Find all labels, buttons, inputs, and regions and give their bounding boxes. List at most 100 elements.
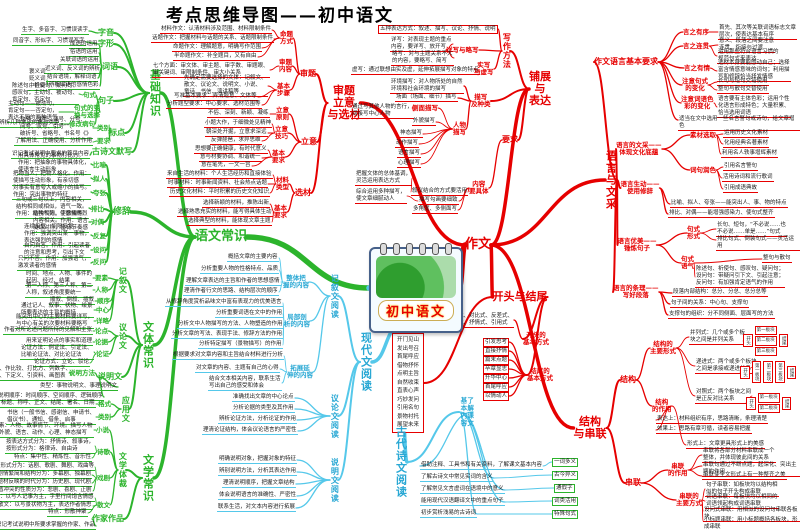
node-pz1c1: 虚写：通过联想由实及虚，延伸拓展描写对象的特点 <box>351 67 480 76</box>
node-wt1b1: 第一人称、第三人称、第二 人称，叙述角度要统一 <box>25 283 94 298</box>
node-xc5: 对偶 <box>91 217 104 226</box>
node-jx1b: 分析重要人物的性格特点、品质 <box>200 266 280 275</box>
node-jc: 基础知识 <box>148 69 162 117</box>
node-wc2a3: 利用名人轶事增辉素材 <box>721 150 779 159</box>
node-jg1b2: 效果上：思路有章可循，读者容易把握 <box>656 426 752 435</box>
node-wc4a1: 长句、短句，“不必说……也 不必说……单是……”句式 <box>716 222 787 237</box>
node-st2b2: 朝深处开掘，立意求深远 <box>205 129 268 138</box>
node-st1a1: 材料作文：认清材料涉及范围、材料限制条件 <box>160 26 273 35</box>
node-wc1a: 言之有序 <box>683 27 709 36</box>
node-wt2c1: 论证方法：例证法、引证法、 比喻论证法、对比论证法 <box>20 345 94 360</box>
node-pz2c0a: 通过写其他人物的言行， 间接写中心人物 <box>351 104 414 119</box>
node-wt2b1: 用来证明论点的事实和道理 <box>25 338 94 347</box>
node-sm5: 联系生活，对文本内容进行拓展 <box>217 504 297 513</box>
node-jx3b: 对文章的内容、主题有自己的心得 <box>195 365 280 374</box>
node-wc1g: 适当在文中选用一些名言警句或诗句，给文章增色 <box>678 116 800 132</box>
node-st2c1: 思想要正确健康，有时代意义 <box>194 146 268 155</box>
calendar-art-image <box>376 256 456 298</box>
node-st2a1: 不俗、深刻、新颖、凝练 <box>207 110 270 119</box>
node-st1c1: 先确定需要选择的文体：记叙文、 散文、议论文、说明文、小说、 童话、书信、演讲稿… <box>183 75 268 98</box>
node-cy6a: 褒义词 贬义词 中性词 <box>28 69 47 92</box>
node-wc2b1: 引用名言警句 <box>723 163 759 172</box>
node-kj2d: 卒章显志 <box>483 364 510 374</box>
node-xc6: 反复 <box>93 231 106 240</box>
node-st3a: 材料 类型 <box>276 175 289 191</box>
node-pz3a1a: 把握文体的总体基调， 灵活运用表达方式 <box>355 171 413 186</box>
node-pz2c2: 神态描写 <box>399 130 424 139</box>
list-item: 首尾呼应 <box>397 354 420 361</box>
node-st2: 立意 <box>301 137 317 146</box>
node-st1c3: 分析题型要求：中心要求、选材范围等 <box>166 101 262 110</box>
node-gs1: 识记考试说明中要求的篇目内容 <box>11 151 91 160</box>
node-wx3d: 按矛盾冲突的性质分为：悲剧、喜剧、正剧 <box>0 487 93 496</box>
node-wx5: 作家作品 <box>92 514 124 523</box>
node-gdb1: 一词多义 <box>552 457 579 467</box>
node-zx1: 同音字、形似字、习惯误写字 <box>12 38 86 47</box>
node-wc4a: 句式 形式 <box>687 224 700 240</box>
node-zw: 作文 <box>465 237 492 252</box>
node-gd2: 了解古诗文中常见实词的含义 <box>420 474 494 483</box>
list-item: 引用名句 <box>397 405 420 412</box>
node-cy5: 结合语境，解释词语 <box>46 74 98 83</box>
node-sm4: 体会说明语言的准确性、严密性 <box>218 492 298 501</box>
node-jg1b: 结构 的作用 <box>652 397 672 413</box>
node-wt1b: 人称 <box>95 285 108 294</box>
node-st2b: 立意 技巧 <box>275 124 288 140</box>
node-jx2c: 分析文中人物描写的方法、人物塑造的作用 <box>177 321 284 330</box>
node-wc1d1: 选材本身要能感动自己；选择 富含情感意味的词句；利用描 写和修辞恰当抒发情感 <box>717 60 791 83</box>
node-jg1a3: 对照式：两个板块之间 是正反对比关系 <box>695 389 753 404</box>
node-pz1: 写作方法 <box>502 33 512 69</box>
node-wx3: 戏剧 <box>97 473 110 482</box>
node-jx1: 整体把 握的内容 <box>283 273 309 289</box>
node-wt4: 应用文 <box>121 395 131 423</box>
node-st1b: 审题 内容 <box>279 57 292 73</box>
node-sm: 说明文阅读 <box>330 457 340 503</box>
node-kj2a: 引发思考 <box>483 337 510 347</box>
node-wc2a2: 化用经典名著素材 <box>723 140 770 149</box>
node-kj2e: 升华中心 <box>483 373 510 383</box>
node-jg2a: 串联 的作用 <box>668 461 688 477</box>
node-bd1a: 句号、逗号、顿号、分号、 问号、叹号、引号“”、 破折号、省略号、书名号《》 <box>19 117 93 140</box>
node-jg1: 结构 <box>620 375 636 384</box>
calendar-rings-icon <box>371 243 461 255</box>
node-kj1: 开头的 基本方式 <box>523 330 549 346</box>
node-st1c: 基本 步骤 <box>277 81 290 97</box>
list-item: 景物衬托 <box>397 413 420 420</box>
node-jg2b3: 设问式串联：用相似的设问句串联各板块 <box>703 507 800 523</box>
node-jx1c: 理解文章表达的主旨和作者的思想感情 <box>185 278 281 287</box>
node-st1a2: 话题作文：把握材料与话题的关系、话题限制条件 <box>151 35 275 44</box>
node-jg2b2: 词语串联：每板块均以相同的 词语领起构成词语串联 <box>705 494 779 509</box>
node-yl3: 辨析论证方法，分析论证的作用 <box>218 416 298 425</box>
node-wt: 文体常识 <box>141 321 155 369</box>
node-wc5: 语言的条理—— 写好段落 <box>613 283 659 299</box>
node-wx4: 散文 <box>97 500 110 509</box>
node-wc4b1: 整句与散句 <box>762 255 792 264</box>
node-st2c: 基本 要求 <box>272 148 285 164</box>
node-wx0: 文学体裁 <box>118 452 128 488</box>
node-wx5a: 识记考试说明中所要求掌握的作家、作品 <box>0 522 97 531</box>
node-jg1b3: 形式上：文章更具形式上的美感 <box>686 441 766 450</box>
node-jx2: 局部剖 析的内容 <box>284 312 310 328</box>
node-xc7a: 自问自答。作用：引起读者 的注意和思考，引出下文 <box>23 243 92 258</box>
node-st2c2: 意与材要协调、和谐统一 <box>199 154 262 163</box>
structure-block: 第一板块 <box>751 361 762 383</box>
node-st3: 选材 <box>295 188 311 197</box>
node-wt1c: 顺序 <box>97 296 110 305</box>
node-st1c2: 写准基本要求：弄清题意、文体等 <box>173 93 258 102</box>
list-item: 直表心声 <box>397 388 420 395</box>
structure-block: 第二板块 <box>754 336 777 346</box>
node-wc2: 语言的文采—— 体现文化底蕴 <box>616 140 662 156</box>
structure-block: 结尾 <box>786 365 797 379</box>
list-item: 自然收束 <box>397 379 420 386</box>
node-sm1: 明确说明对象，把握对象的特征 <box>218 456 298 465</box>
node-xc8: 反问 <box>93 257 106 266</box>
node-wt2b: 论据 <box>95 337 108 346</box>
node-gs: 古诗文默写 <box>92 147 132 156</box>
page-title: 考点思维导图——初中语文 <box>166 6 394 26</box>
structure-block: 开头 <box>740 365 750 379</box>
node-yl2: 分析论据的类型及其作用 <box>232 405 295 414</box>
node-wc5b: 句子间的关系：中心句、支撑句 <box>670 300 750 309</box>
node-jx2b: 分析重要词语在文中的作用 <box>215 310 284 319</box>
node-jx3: 拓展延 伸的内容 <box>287 363 313 379</box>
